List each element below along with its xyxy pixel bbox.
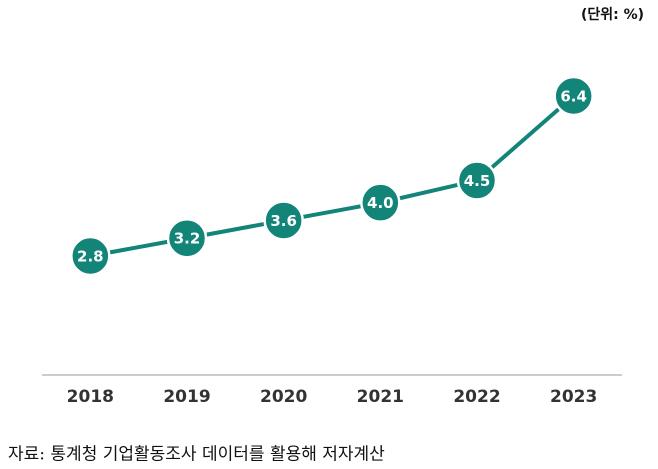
unit-note: (단위: %) bbox=[581, 6, 644, 23]
value-label: 6.4 bbox=[560, 88, 587, 106]
point bbox=[263, 200, 304, 241]
value-label: 3.6 bbox=[270, 212, 297, 230]
point bbox=[553, 75, 594, 117]
x-tick-label: 2022 bbox=[453, 387, 500, 407]
source-note: 자료: 통계청 기업활동조사 데이터를 활용해 저자계산 bbox=[8, 445, 385, 465]
x-tick-label: 2021 bbox=[357, 387, 404, 407]
point bbox=[166, 217, 208, 259]
point bbox=[456, 160, 498, 201]
value-label: 2.8 bbox=[77, 248, 104, 266]
point bbox=[70, 235, 111, 277]
value-label: 4.5 bbox=[464, 172, 491, 190]
x-tick-label: 2020 bbox=[260, 387, 307, 407]
point bbox=[360, 182, 401, 223]
x-tick-label: 2018 bbox=[67, 387, 114, 407]
x-tick-label: 2019 bbox=[163, 387, 210, 407]
line bbox=[89, 94, 575, 258]
x-tick-label: 2023 bbox=[550, 387, 597, 407]
value-label: 3.2 bbox=[174, 230, 201, 248]
value-label: 4.0 bbox=[367, 194, 394, 212]
